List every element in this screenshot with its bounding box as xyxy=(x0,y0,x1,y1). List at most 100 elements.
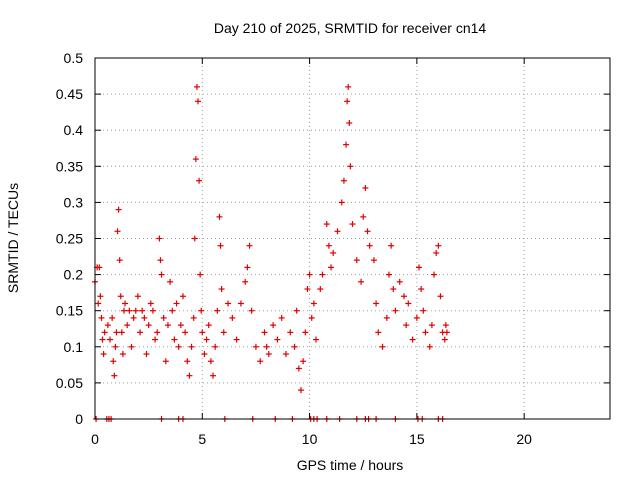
data-point xyxy=(308,314,315,321)
y-tick-label: 0.45 xyxy=(56,86,83,102)
data-point xyxy=(383,314,390,321)
data-point xyxy=(96,264,103,271)
data-point xyxy=(114,228,121,235)
data-point xyxy=(390,286,397,293)
data-point xyxy=(169,307,176,314)
data-point xyxy=(116,257,123,264)
data-point xyxy=(310,300,317,307)
data-point xyxy=(220,329,227,336)
x-tick-label: 5 xyxy=(198,431,206,447)
data-point xyxy=(117,293,124,300)
data-point xyxy=(199,329,206,336)
data-point xyxy=(244,264,251,271)
data-point xyxy=(366,242,373,249)
x-tick-label: 10 xyxy=(302,431,318,447)
data-point xyxy=(328,264,335,271)
data-point xyxy=(119,351,126,358)
data-point xyxy=(145,322,152,329)
data-point xyxy=(179,293,186,300)
y-tick-label: 0.1 xyxy=(64,339,84,355)
data-point xyxy=(340,177,347,184)
y-tick-label: 0.4 xyxy=(64,122,84,138)
data-point xyxy=(205,322,212,329)
data-point xyxy=(344,98,351,105)
data-point xyxy=(212,343,219,350)
data-point xyxy=(433,249,440,256)
data-point xyxy=(186,372,193,379)
data-point xyxy=(132,307,139,314)
data-point xyxy=(385,271,392,278)
data-point xyxy=(416,264,423,271)
data-point xyxy=(346,119,353,126)
data-point xyxy=(173,300,180,307)
data-point xyxy=(120,307,127,314)
y-tick-label: 0.2 xyxy=(64,267,84,283)
data-point xyxy=(118,329,125,336)
data-point xyxy=(115,206,122,213)
x-tick-label: 0 xyxy=(91,431,99,447)
data-point xyxy=(270,322,277,329)
data-point xyxy=(388,242,395,249)
data-point xyxy=(188,343,195,350)
data-point xyxy=(345,83,352,90)
data-point xyxy=(134,293,141,300)
data-point xyxy=(265,351,272,358)
data-point xyxy=(217,242,224,249)
data-point xyxy=(210,372,217,379)
data-point xyxy=(177,322,184,329)
data-point xyxy=(325,242,332,249)
data-point xyxy=(441,336,448,343)
data-point xyxy=(349,221,356,228)
data-point xyxy=(375,329,382,336)
y-tick-label: 0.25 xyxy=(56,231,83,247)
data-point xyxy=(418,286,425,293)
data-point xyxy=(293,307,300,314)
data-point xyxy=(130,314,137,321)
y-tick-label: 0.05 xyxy=(56,375,83,391)
data-point xyxy=(152,336,159,343)
y-axis-label: SRMTID / TECUs xyxy=(5,183,21,293)
data-point xyxy=(111,372,118,379)
data-point xyxy=(360,213,367,220)
data-point xyxy=(248,307,255,314)
data-point xyxy=(282,351,289,358)
data-point xyxy=(193,83,200,90)
data-point xyxy=(98,314,105,321)
data-point xyxy=(313,336,320,343)
data-point xyxy=(171,336,178,343)
data-point xyxy=(95,300,102,307)
data-point xyxy=(147,300,154,307)
data-point xyxy=(109,314,116,321)
data-point xyxy=(237,300,244,307)
data-point xyxy=(218,286,225,293)
data-point xyxy=(162,358,169,365)
data-point xyxy=(196,177,203,184)
data-point xyxy=(422,329,429,336)
data-point xyxy=(257,358,264,365)
data-point xyxy=(122,300,129,307)
data-point xyxy=(137,329,144,336)
data-point xyxy=(107,336,114,343)
data-point xyxy=(128,343,135,350)
data-point xyxy=(104,322,111,329)
data-point xyxy=(403,322,410,329)
data-point xyxy=(124,322,131,329)
data-point xyxy=(298,387,304,394)
data-point xyxy=(184,358,191,365)
plot-frame xyxy=(94,57,611,420)
data-point xyxy=(164,322,171,329)
data-point xyxy=(197,271,204,278)
data-point xyxy=(392,307,399,314)
data-point xyxy=(379,343,386,350)
data-point xyxy=(304,286,311,293)
data-point xyxy=(242,278,249,285)
x-tick-label: 20 xyxy=(516,431,532,447)
data-point xyxy=(141,314,148,321)
data-point xyxy=(261,329,268,336)
data-point xyxy=(409,336,416,343)
data-point xyxy=(364,228,371,235)
data-point xyxy=(139,307,146,314)
data-point xyxy=(428,322,435,329)
data-point xyxy=(195,98,201,105)
data-point xyxy=(252,343,259,350)
